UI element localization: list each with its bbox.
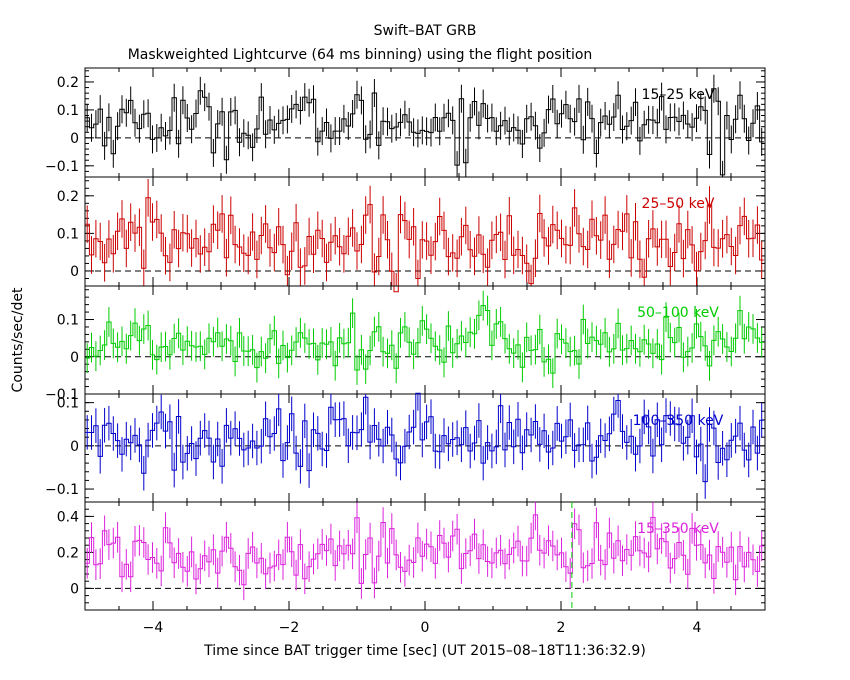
error-bars-2 [86, 290, 763, 388]
lightcurve-step-0 [85, 88, 764, 176]
y-tick-label-3-2: 0.1 [57, 396, 79, 412]
band-label-3: 100–350 keV [633, 413, 724, 429]
lightcurve-step-1 [85, 197, 764, 293]
error-bars-0 [86, 74, 763, 177]
y-tick-label-0-0: −0.1 [45, 159, 79, 175]
lightcurve-step-2 [85, 305, 764, 374]
band-label-2: 50–100 keV [637, 305, 719, 321]
lightcurve-step-3 [85, 392, 764, 483]
figure-subtitle: Maskweighted Lightcurve (64 ms binning) … [128, 47, 593, 63]
band-label-1: 25–50 keV [642, 196, 715, 212]
error-bars-1 [86, 179, 763, 286]
y-tick-label-1-2: 0.2 [57, 189, 79, 205]
x-tick-label-0: −4 [143, 620, 164, 636]
y-tick-label-3-0: −0.1 [45, 482, 79, 498]
y-tick-label-2-1: 0 [70, 350, 79, 366]
y-axis-label: Counts/sec/det [10, 287, 26, 392]
y-tick-label-4-1: 0.2 [57, 545, 79, 561]
error-bars-4 [86, 502, 763, 601]
x-tick-label-2: 0 [421, 620, 430, 636]
y-tick-label-0-1: 0 [70, 131, 79, 147]
y-tick-label-3-1: 0 [70, 439, 79, 455]
y-tick-label-2-0: −0.1 [45, 387, 79, 403]
y-tick-label-4-0: 0 [70, 581, 79, 597]
error-bars-3 [86, 394, 763, 499]
x-tick-label-3: 2 [557, 620, 566, 636]
y-tick-label-0-2: 0.1 [57, 103, 79, 119]
y-tick-label-1-0: 0 [70, 264, 79, 280]
x-tick-label-1: −2 [279, 620, 300, 636]
y-tick-label-0-3: 0.2 [57, 75, 79, 91]
lightcurve-step-4 [85, 514, 764, 586]
panels-group: −0.1 0 0.1 0.2 15–25 keV 0 0.1 0.2 25–50 keV −0.1… [45, 67, 766, 636]
figure-title: Swift–BAT GRB [374, 23, 477, 39]
x-axis-label: Time since BAT trigger time [sec] (UT 20… [203, 643, 646, 659]
y-tick-label-4-2: 0.4 [57, 509, 79, 525]
band-label-0: 15–25 keV [642, 87, 715, 103]
x-tick-label-4: 4 [693, 620, 702, 636]
band-label-4: 15–350 keV [637, 521, 719, 537]
y-tick-label-1-1: 0.1 [57, 226, 79, 242]
y-tick-label-2-2: 0.1 [57, 313, 79, 329]
